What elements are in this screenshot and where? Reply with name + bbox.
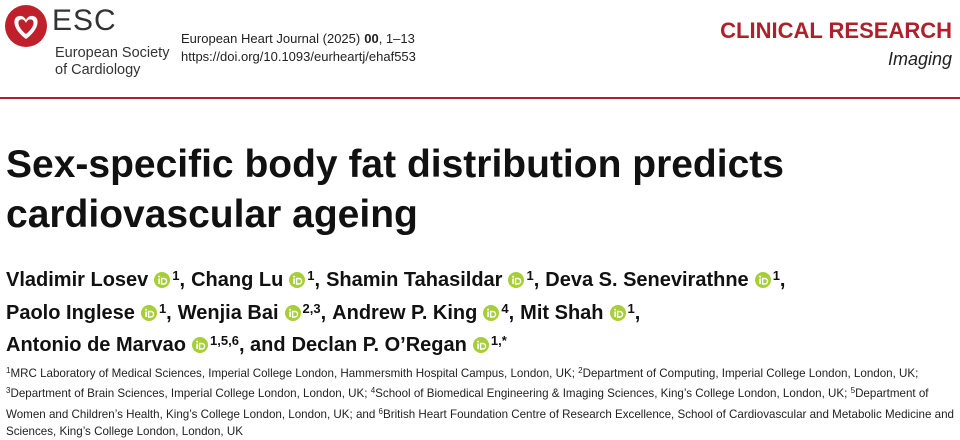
orcid-icon[interactable] — [483, 304, 500, 321]
author-name: Mit Shah — [520, 301, 604, 324]
affiliations: 1MRC Laboratory of Medical Sciences, Imp… — [6, 362, 956, 440]
affiliation-number: 2 — [578, 366, 583, 375]
author-list: Vladimir Losev 1, Chang Lu 1, Shamin Tahasil… — [6, 262, 791, 360]
affiliation-ref: 1 — [172, 268, 180, 283]
affiliation-text: Department of Brain Sciences, Imperial C… — [10, 387, 371, 401]
title-line: Sex-specific body fat distribution predi… — [6, 143, 784, 186]
orcid-icon[interactable] — [472, 337, 489, 353]
author: Wenjia Bai 2,3, — [177, 300, 332, 324]
affiliation-ref: 1 — [526, 268, 534, 283]
orcid-icon[interactable] — [192, 337, 209, 353]
orcid-icon[interactable] — [609, 304, 626, 321]
separator: , — [320, 301, 327, 324]
author-name: Chang Lu — [191, 269, 284, 291]
author-name: Wenjia Bai — [177, 301, 279, 324]
orcid-icon[interactable] — [508, 272, 525, 288]
separator: , — [508, 301, 515, 324]
author: Chang Lu 1, — [191, 268, 326, 291]
affiliation-number: 1 — [6, 366, 11, 375]
author: Vladimir Losev 1, — [6, 268, 191, 291]
affiliation-number: 6 — [378, 406, 383, 416]
journal-name: European Heart Journal (2025) — [181, 31, 361, 46]
journal-pages: , 1–13 — [378, 31, 415, 46]
affiliation-text: Department of Computing, Imperial Colleg… — [582, 367, 919, 380]
affiliation-ref: 1 — [627, 300, 635, 316]
society-name: European Society — [55, 45, 170, 61]
author-name: Deva S. Senevirathne — [545, 269, 749, 291]
orcid-icon[interactable] — [754, 272, 771, 288]
header-rule — [0, 97, 960, 99]
author: Mit Shah 1, — [520, 300, 646, 324]
author: Antonio de Marvao 1,5,6, and — [6, 333, 292, 356]
affiliation-text: School of Biomedical Engineering & Imagi… — [375, 387, 851, 401]
affiliation-ref: 1 — [158, 300, 167, 316]
author: Declan P. O’Regan 1,* — [291, 333, 507, 356]
author: Andrew P. King 4, — [332, 300, 520, 324]
separator: , and — [238, 334, 286, 356]
journal-citation: European Heart Journal (2025) 00, 1–13 — [181, 31, 415, 46]
affiliation-ref: 1,5,6 — [210, 333, 239, 348]
page: ESC European Society of Cardiology Europ… — [0, 4, 960, 438]
author-name: Paolo Inglese — [6, 301, 135, 324]
author-name: Vladimir Losev — [6, 269, 149, 291]
orcid-icon[interactable] — [284, 304, 301, 321]
subsection-label: Imaging — [887, 49, 952, 69]
affiliation-ref: 1,* — [490, 333, 507, 348]
orcid-icon[interactable] — [289, 272, 306, 288]
affiliation-number: 4 — [370, 386, 376, 396]
author-name: Antonio de Marvao — [6, 334, 187, 356]
author-line: Vladimir Losev 1, Chang Lu 1, Shamin Tahasil… — [6, 262, 791, 295]
orcid-icon[interactable] — [154, 272, 171, 288]
separator: , — [166, 301, 172, 324]
separator: , — [314, 269, 321, 291]
separator: , — [634, 301, 641, 324]
affiliation-text: MRC Laboratory of Medical Sciences, Impe… — [10, 367, 579, 380]
author: Deva S. Senevirathne 1, — [545, 268, 791, 291]
esc-logo-icon — [5, 5, 47, 47]
author-line: Antonio de Marvao 1,5,6, and Declan P. O’R… — [6, 327, 791, 360]
affiliation-number: 3 — [6, 386, 11, 396]
author-line: Paolo Inglese 1, Wenjia Bai 2,3, Andrew P. K… — [6, 295, 791, 328]
orcid-icon[interactable] — [140, 304, 157, 321]
separator: , — [779, 269, 786, 291]
affiliation-ref: 2,3 — [302, 300, 321, 316]
author-name: Shamin Tahasildar — [326, 269, 503, 291]
separator: , — [179, 269, 186, 291]
title-line: cardiovascular ageing — [6, 193, 418, 236]
author-name: Declan P. O’Regan — [291, 334, 467, 356]
article-title: Sex-specific body fat distribution predi… — [6, 140, 784, 240]
affiliation-ref: 1 — [772, 268, 780, 283]
journal-volume: 00 — [364, 31, 379, 46]
doi: https://doi.org/10.1093/eurheartj/ehaf55… — [181, 49, 416, 64]
author: Paolo Inglese 1, — [6, 300, 178, 324]
affiliation-ref: 4 — [501, 300, 509, 316]
affiliation-text: Department of Women and Children’s Healt… — [6, 387, 929, 421]
logo-text: ESC — [52, 4, 117, 37]
affiliation-ref: 1 — [307, 268, 315, 283]
author: Shamin Tahasildar 1, — [326, 268, 545, 291]
affiliation-number: 5 — [850, 386, 856, 396]
society-name: of Cardiology — [55, 62, 141, 78]
author-name: Andrew P. King — [332, 301, 478, 324]
section-label: CLINICAL RESEARCH — [720, 18, 952, 43]
separator: , — [533, 269, 540, 291]
